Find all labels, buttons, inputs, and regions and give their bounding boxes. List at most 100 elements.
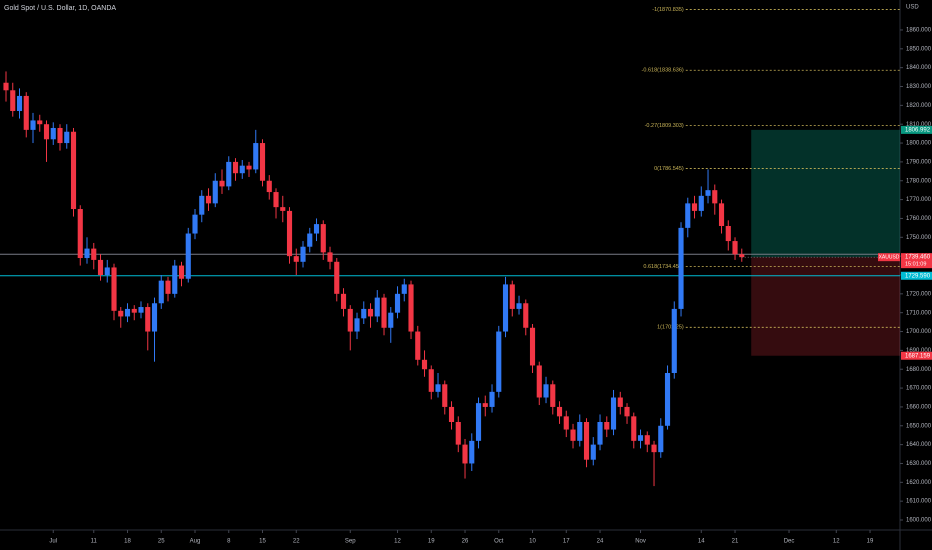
candle-body (300, 246, 306, 262)
candle-body (347, 308, 353, 332)
candle-body (644, 435, 650, 445)
candle-body (205, 195, 212, 204)
x-tick-label: 11 (91, 539, 98, 545)
candle-body (361, 308, 367, 319)
candle-body (30, 120, 36, 130)
candle-body (151, 303, 158, 332)
candle-body (590, 444, 596, 460)
candle-body (624, 406, 630, 417)
candle-body (124, 308, 131, 317)
stop-zone (751, 257, 900, 356)
candle-body (698, 195, 704, 211)
candle-body (435, 384, 441, 392)
symbol-label: XAUUSD (879, 254, 900, 260)
y-tick-label: 1640.000 (906, 442, 932, 448)
y-tick-label: 1650.000 (906, 423, 932, 429)
candle-body (23, 95, 29, 130)
candle-body (408, 284, 414, 332)
x-tick-label: 21 (732, 539, 739, 545)
y-tick-label: 1600.000 (906, 518, 932, 524)
candle-body (577, 422, 583, 441)
candle-body (253, 143, 259, 170)
candle-body (165, 280, 171, 294)
candle-body (651, 444, 657, 453)
candle-body (354, 318, 360, 332)
candle-body (340, 293, 347, 309)
price-label: 1806.992 (905, 127, 931, 133)
fib-label: -0.27(1809.303) (645, 123, 684, 129)
candle-body (37, 120, 43, 125)
candle-body (415, 331, 421, 360)
candle-body (523, 303, 529, 328)
candle-body (374, 297, 380, 317)
x-tick-label: 18 (124, 539, 131, 545)
fib-label: -0.618(1838.636) (642, 68, 684, 74)
y-tick-label: 1660.000 (906, 405, 932, 411)
candle-body (43, 124, 50, 140)
x-tick-label: Aug (190, 539, 201, 545)
candle-body (97, 259, 104, 275)
y-tick-label: 1760.000 (906, 216, 932, 222)
candle-body (604, 422, 610, 430)
x-tick-label: 8 (227, 539, 231, 545)
y-tick-label: 1720.000 (906, 291, 932, 297)
candle-body (442, 384, 448, 407)
candle-body (118, 310, 124, 317)
candle-body (610, 397, 617, 430)
candle-body (725, 225, 731, 242)
candle-body (462, 444, 468, 464)
price-label: 1687.159 (905, 353, 931, 359)
y-tick-label: 1840.000 (906, 65, 932, 71)
y-tick-label: 1810.000 (906, 122, 932, 128)
candle-body (367, 308, 374, 317)
candle-body (293, 256, 299, 262)
candle-body (617, 397, 623, 407)
x-tick-label: 10 (529, 539, 536, 545)
candle-body (246, 165, 252, 170)
candle-body (212, 180, 218, 204)
candle-body (307, 233, 313, 247)
candle-body (273, 192, 279, 208)
x-tick-label: 22 (293, 539, 300, 545)
price-label: 1729.590 (905, 273, 931, 279)
candle-body (739, 254, 745, 258)
chart-title: Gold Spot / U.S. Dollar, 1D, OANDA (4, 5, 116, 12)
candle-body (678, 227, 684, 309)
candle-body (84, 248, 90, 259)
candle-body (732, 241, 738, 255)
candle-body (334, 261, 340, 294)
candle-body (57, 127, 63, 144)
candle-body (239, 165, 245, 174)
y-tick-label: 1710.000 (906, 310, 932, 316)
symbol-label-bg (878, 253, 900, 262)
countdown: 15:01:09 (905, 262, 926, 268)
candle-body (509, 284, 515, 309)
candle-body (496, 331, 502, 392)
fib-label: 0.618(1734.454) (643, 264, 684, 270)
x-tick-label: Dec (784, 539, 795, 545)
candle-body (70, 131, 77, 210)
candle-body (199, 195, 205, 215)
candle-body (543, 384, 549, 398)
candle-body (570, 429, 576, 441)
candle-body (489, 391, 495, 407)
candle-body (712, 190, 718, 204)
candle-body (583, 422, 590, 460)
candle-body (401, 284, 407, 294)
target-zone (751, 129, 900, 258)
candle-body (637, 435, 644, 441)
candle-body (10, 90, 16, 112)
candle-body (631, 416, 637, 441)
candle-body (185, 233, 191, 279)
price-label-bg (901, 253, 932, 269)
y-tick-label: 1800.000 (906, 141, 932, 147)
candle-body (219, 180, 225, 187)
candle-body (104, 267, 110, 275)
candle-body (77, 209, 83, 259)
candle-body (529, 327, 536, 366)
candle-body (718, 203, 725, 226)
candle-body (388, 312, 394, 328)
candle-body (671, 308, 677, 373)
candle-body (192, 214, 198, 234)
fib-label: 1(1702.25) (657, 325, 684, 331)
